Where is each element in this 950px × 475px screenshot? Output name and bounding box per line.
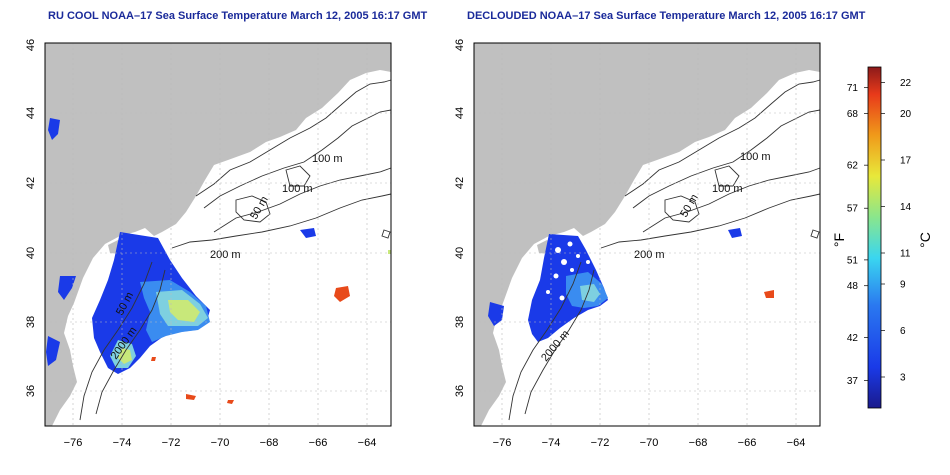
colorbar-c-tick-label: 17 [900,156,912,167]
x-tick-label: −70 [640,437,659,449]
y-tick-label: 46 [454,39,466,51]
y-tick-label: 36 [25,385,37,397]
right-map-frame [473,42,821,427]
right-panel-title: DECLOUDED NOAA–17 Sea Surface Temperatur… [467,10,866,22]
left-map-contours [79,79,392,421]
colorbar-f-tick-label: 42 [847,333,859,344]
x-tick-label: −66 [738,437,757,449]
colorbar-gradient [867,66,882,409]
colorbar-f-ticks: 37 42 48 51 57 62 68 71 [847,83,868,387]
y-tick-label: 40 [25,247,37,259]
colorbar-f-tick-label: 48 [847,281,859,292]
right-map-cloud-holes [546,241,590,301]
x-tick-label: −64 [358,437,377,449]
colorbar-c-tick-label: 11 [900,249,911,260]
contour-label: 200 m [634,249,665,261]
colorbar-c-label: °C [917,232,933,248]
colorbar-f-tick-label: 62 [847,161,859,172]
x-tick-label: −76 [493,437,512,449]
x-tick-label: −70 [211,437,230,449]
colorbar-c-tick-label: 22 [900,78,912,89]
left-map-x-ticks: −76 −74 −72 −70 −68 −66 −64 [64,437,377,449]
colorbar-c-tick-label: 3 [900,373,906,384]
y-tick-label: 36 [454,385,466,397]
left-map-y-ticks: 36 38 40 42 44 46 [25,39,37,397]
colorbar: 37 42 48 51 57 62 68 71 3 6 9 11 14 17 20 22 °F °C [831,66,933,409]
colorbar-c-ticks: 3 6 9 11 14 17 20 22 [881,78,912,384]
colorbar-f-tick-label: 71 [847,83,859,94]
colorbar-c-tick-label: 9 [900,280,906,291]
y-tick-label: 42 [25,177,37,189]
colorbar-f-tick-label: 57 [847,204,859,215]
left-map-sst-main [46,118,391,404]
x-tick-label: −76 [64,437,83,449]
right-map: 100 m 100 m 50 m 200 m 2000 m −76 −74 −7… [454,39,821,449]
y-tick-label: 44 [454,107,466,119]
y-tick-label: 40 [454,247,466,259]
x-tick-label: −74 [113,437,132,449]
colorbar-f-tick-label: 68 [847,109,859,120]
colorbar-f-tick-label: 51 [847,255,859,266]
right-map-y-ticks: 36 38 40 42 44 46 [454,39,466,397]
y-tick-label: 42 [454,177,466,189]
right-map-grid [474,43,820,426]
y-tick-label: 46 [25,39,37,51]
contour-label: 100 m [740,151,771,163]
contour-label: 100 m [712,183,743,195]
colorbar-c-tick-label: 20 [900,109,912,120]
colorbar-c-tick-label: 14 [900,202,912,213]
left-map: 100 m 100 m 50 m 200 m 50 m 2000 m −76 −… [25,39,392,449]
y-tick-label: 38 [25,316,37,328]
x-tick-label: −64 [787,437,806,449]
x-tick-label: −66 [309,437,328,449]
y-tick-label: 38 [454,316,466,328]
contour-label: 100 m [312,153,343,165]
colorbar-f-tick-label: 37 [847,376,859,387]
left-panel-title: RU COOL NOAA–17 Sea Surface Temperature … [48,10,428,22]
x-tick-label: −74 [542,437,561,449]
contour-label: 100 m [282,183,313,195]
x-tick-label: −68 [260,437,279,449]
x-tick-label: −68 [689,437,708,449]
left-map-grid [45,43,391,426]
contour-label: 200 m [210,249,241,261]
right-map-x-ticks: −76 −74 −72 −70 −68 −66 −64 [493,437,806,449]
y-tick-label: 44 [25,107,37,119]
x-tick-label: −72 [162,437,181,449]
colorbar-f-label: °F [831,233,847,247]
colorbar-c-tick-label: 6 [900,326,906,337]
left-map-frame [44,42,392,427]
x-tick-label: −72 [591,437,610,449]
right-map-contours [508,79,821,421]
